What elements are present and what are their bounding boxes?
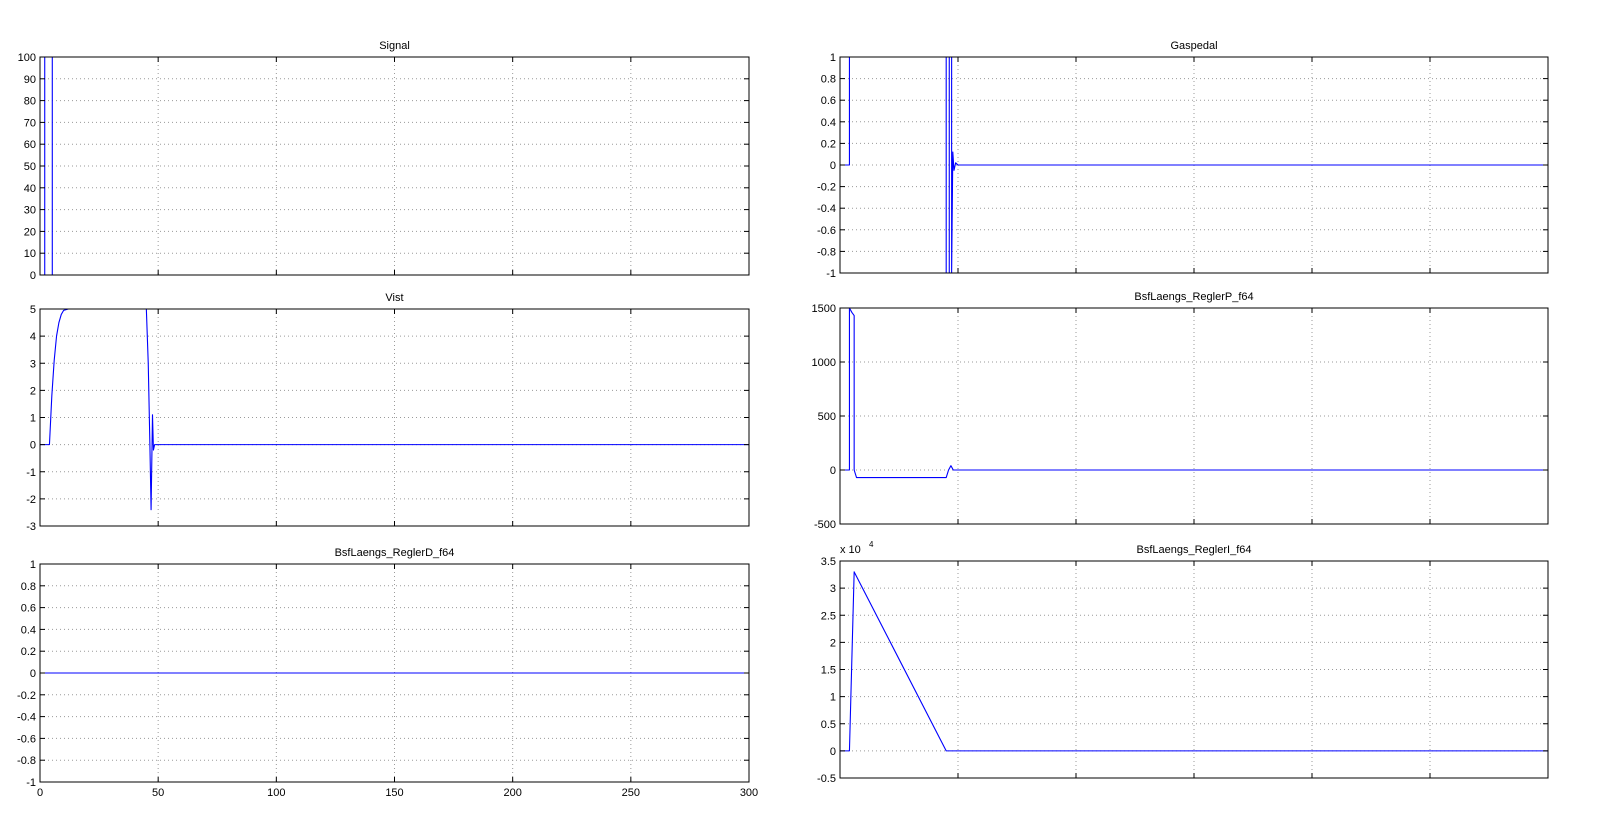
y-tick-label: 60 [24,139,36,151]
y-tick-label: -0.2 [17,690,36,702]
y-tick-label: 5 [30,304,36,316]
y-tick-label: 1500 [812,303,836,315]
y-tick-label: -0.6 [817,225,836,237]
y-tick-label: -2 [26,494,36,506]
subplot-2: -1 -0.8 -0.6 -0.4 -0.2 0 0.2 0.4 0.6 0.8 1 Gaspedal [817,40,1549,280]
chart-title: Signal [379,40,410,52]
chart-title: BsfLaengs_ReglerD_f64 [335,547,455,559]
y-tick-label: 0.8 [21,581,36,593]
x-tick-label: 200 [503,787,521,799]
y-tick-label: 0 [830,465,836,477]
y-tick-label: 2 [30,385,36,397]
y-tick-label: 4 [30,331,36,343]
y-tick-label: 100 [18,52,36,64]
y-tick-label: 0 [30,270,36,282]
y-tick-label: -1 [26,777,36,789]
chart-title: Gaspedal [1170,40,1217,52]
y-tick-label: 80 [24,96,36,108]
y-tick-label: 2 [830,637,836,649]
subplot-6: -0.5 0 0.5 1 1.5 2 2.5 3 3.5 BsfLaengs_ReglerI_f6… [817,540,1549,785]
y-tick-label: -0.2 [817,182,836,194]
y-tick-label: -0.8 [817,246,836,258]
y-exponent-power: 4 [869,540,874,549]
y-tick-label: 500 [818,411,836,423]
x-tick-label: 50 [152,787,164,799]
x-tick-label: 0 [37,787,43,799]
y-tick-label: 1 [30,559,36,571]
y-tick-label: 50 [24,161,36,173]
y-tick-label: 0.2 [21,646,36,658]
y-tick-label: 0 [30,440,36,452]
y-tick-label: 3.5 [821,556,836,568]
y-tick-label: -0.6 [17,733,36,745]
y-tick-label: -0.4 [17,712,36,724]
y-tick-label: -3 [26,521,36,533]
x-tick-label: 250 [622,787,640,799]
y-tick-label: 0.4 [821,117,836,129]
subplot-5: 0 50 100 150 200 250 300 -1 -0.8 -0.6 -0.4 -0.2 0 0.2… [17,547,758,799]
chart-title: BsfLaengs_ReglerI_f64 [1137,544,1252,556]
series-line [840,307,1548,479]
subplot-4: -500 0 500 1000 1500 BsfLaengs_ReglerP_f64 [812,291,1549,531]
y-tick-label: 0 [30,668,36,680]
y-tick-label: 2.5 [821,610,836,622]
y-tick-label: -0.8 [17,755,36,767]
y-tick-label: 30 [24,205,36,217]
y-tick-label: 1 [830,692,836,704]
subplot-1: 0 10 20 30 40 50 60 70 80 90 100 Signal [18,40,750,282]
series-line [840,571,1548,752]
y-tick-label: 1000 [812,357,836,369]
y-tick-label: -1 [26,467,36,479]
y-tick-label: -0.5 [817,773,836,785]
y-tick-label: 0.6 [821,95,836,107]
x-tick-label: 300 [740,787,758,799]
x-tick-label: 150 [385,787,403,799]
y-tick-label: 0.5 [821,719,836,731]
y-tick-label: 0.2 [821,138,836,150]
y-tick-label: 1 [30,413,36,425]
y-exponent-label: x 10 [840,544,861,556]
y-tick-label: -0.4 [817,203,836,215]
y-tick-label: 0.4 [21,624,36,636]
y-tick-label: 0 [830,746,836,758]
y-tick-label: 3 [830,583,836,595]
y-tick-label: 20 [24,226,36,238]
y-tick-label: 1 [830,52,836,64]
y-tick-label: 40 [24,183,36,195]
y-tick-label: 3 [30,358,36,370]
y-tick-label: -500 [814,519,836,531]
y-tick-label: 10 [24,248,36,260]
y-tick-label: 0.6 [21,603,36,615]
x-tick-label: 100 [267,787,285,799]
subplot-3: -3 -2 -1 0 1 2 3 4 5 Vist [26,292,750,533]
chart-title: Vist [385,292,403,304]
y-tick-label: 0 [830,160,836,172]
y-tick-label: 0.8 [821,74,836,86]
y-tick-label: 90 [24,74,36,86]
chart-title: BsfLaengs_ReglerP_f64 [1134,291,1253,303]
y-tick-label: 70 [24,117,36,129]
y-tick-label: 1.5 [821,665,836,677]
y-tick-label: -1 [826,268,836,280]
